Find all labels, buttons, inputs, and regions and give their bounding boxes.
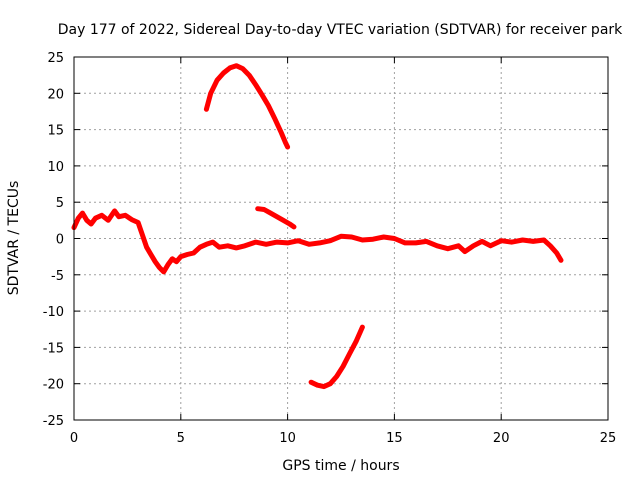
y-tick-label: 0 (56, 233, 64, 248)
x-tick-label: 0 (70, 431, 78, 446)
y-tick-label: 10 (47, 160, 64, 175)
y-tick-label: 20 (47, 87, 64, 102)
x-axis-label: GPS time / hours (282, 458, 399, 474)
y-axis-label: SDTVAR / TECUs (6, 181, 22, 296)
chart-title: Day 177 of 2022, Sidereal Day-to-day VTE… (58, 22, 623, 38)
y-tick-label: -15 (43, 341, 64, 356)
x-tick-label: 20 (493, 431, 510, 446)
x-tick-label: 10 (279, 431, 296, 446)
x-tick-label: 15 (386, 431, 403, 446)
x-tick-label: 25 (600, 431, 617, 446)
y-tick-label: 25 (47, 51, 64, 66)
plot-frame (73, 56, 609, 421)
x-tick-label: 5 (177, 431, 185, 446)
y-tick-label: -25 (43, 414, 64, 429)
series-lower-arc (308, 324, 365, 390)
series-mid-segment (255, 206, 297, 230)
y-tick-label: -20 (43, 378, 64, 393)
y-tick-label: -5 (51, 269, 64, 284)
y-tick-label: 15 (47, 124, 64, 139)
axis-ticks: 0 5 10 15 20 25 -25 -20 -15 -10 -5 0 5 10 15 20 25 (43, 51, 617, 446)
series-main-trace (71, 208, 564, 275)
y-tick-label: -10 (43, 305, 64, 320)
y-tick-label: 5 (56, 196, 64, 211)
data-series (71, 63, 564, 390)
series-upper-arc (203, 63, 291, 150)
